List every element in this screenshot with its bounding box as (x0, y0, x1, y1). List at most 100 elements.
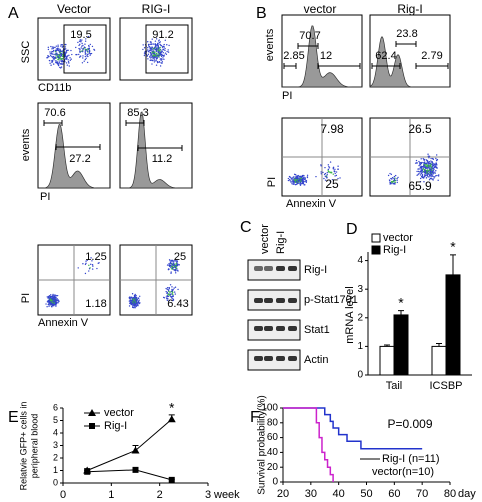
y-axis-label: peripheral blood (29, 414, 39, 479)
cell-dot (166, 286, 169, 289)
axis-label: events (20, 128, 32, 161)
cell-dot (324, 172, 327, 175)
cell-dot (85, 57, 87, 59)
y-axis-label: Relatvie GFP+ cells in (18, 402, 28, 491)
plot-frame (119, 17, 193, 81)
cell-dot (155, 54, 158, 57)
cell-dot (160, 51, 162, 54)
cell-dot (295, 176, 297, 178)
cell-dot (65, 43, 67, 46)
cell-dot (52, 49, 55, 52)
cell-dot (89, 52, 92, 55)
cell-dot (173, 266, 175, 268)
cell-dot (81, 62, 84, 64)
y-tick-label: 20 (267, 462, 279, 473)
cell-dot (174, 268, 177, 271)
cell-dot (327, 168, 330, 171)
y-tick-label: 5 (53, 415, 58, 425)
cell-dot (61, 46, 64, 48)
cell-dot (158, 54, 160, 57)
cell-dot (93, 49, 96, 51)
dot-cloud (128, 259, 180, 309)
cell-dot (430, 164, 432, 166)
cell-dot (293, 176, 295, 178)
cell-dot (168, 259, 171, 261)
cell-dot (68, 62, 70, 64)
p-value: P=0.009 (387, 417, 432, 431)
cell-dot (420, 162, 423, 164)
y-axis-label: mRNA level (344, 286, 356, 343)
cell-dot (151, 50, 154, 52)
column-label: RIG-I (142, 2, 171, 16)
cell-dot (301, 180, 303, 182)
cell-dot (299, 177, 301, 180)
cell-dot (419, 177, 422, 180)
cell-dot (323, 173, 326, 176)
cell-dot (157, 42, 159, 45)
cell-dot (155, 57, 157, 59)
y-tick-label: 2 (53, 452, 58, 462)
cell-dot (300, 176, 302, 178)
cell-dot (332, 168, 335, 170)
cell-dot (49, 51, 51, 53)
cell-dot (58, 61, 60, 64)
cell-dot (157, 47, 159, 49)
cell-dot (175, 262, 177, 265)
cell-dot (130, 303, 133, 306)
band (264, 356, 273, 361)
cell-dot (421, 169, 424, 172)
legend-label: vector (383, 232, 413, 244)
cell-dot (432, 178, 434, 180)
cell-dot (422, 161, 424, 164)
cell-dot (47, 46, 50, 49)
cell-dot (435, 166, 437, 168)
quadrant-value: 26.5 (408, 122, 432, 136)
cell-dot (52, 63, 55, 65)
cell-dot (88, 52, 91, 54)
quadrant-value: 25 (174, 251, 186, 263)
cell-dot (147, 43, 150, 46)
cell-dot (55, 305, 57, 307)
cell-dot (426, 164, 428, 166)
cell-dot (50, 52, 53, 54)
cell-dot (131, 299, 134, 302)
cell-dot (51, 46, 54, 48)
cell-dot (57, 47, 59, 50)
cell-dot (61, 61, 63, 63)
cell-dot (84, 58, 87, 61)
cell-dot (153, 56, 155, 58)
cell-dot (295, 178, 297, 180)
cell-dot (296, 181, 298, 183)
cell-dot (172, 262, 175, 264)
cell-dot (393, 178, 396, 181)
cell-dot (299, 180, 302, 182)
cell-dot (300, 177, 303, 179)
cell-dot (135, 304, 138, 306)
cell-dot (429, 168, 431, 170)
cell-dot (150, 48, 152, 51)
cell-dot (138, 299, 140, 301)
cell-dot (154, 40, 157, 42)
cell-dot (320, 173, 322, 175)
cell-dot (50, 297, 53, 299)
cell-dot (434, 172, 436, 175)
cell-dot (47, 55, 49, 57)
cell-dot (55, 294, 57, 297)
cell-dot (435, 159, 438, 162)
cell-dot (151, 56, 153, 58)
x-tick-label: ICSBP (429, 380, 462, 392)
cell-dot (334, 172, 336, 175)
cell-dot (168, 268, 170, 270)
band (276, 298, 285, 303)
cell-dot (418, 164, 420, 167)
data-point (131, 446, 140, 454)
cell-dot (289, 179, 291, 182)
cell-dot (298, 179, 301, 181)
gate (145, 24, 189, 74)
cell-dot (161, 54, 163, 57)
cell-dot (130, 296, 133, 298)
cell-dot (177, 288, 179, 291)
cell-dot (295, 183, 297, 186)
cell-dot (419, 168, 421, 170)
cell-dot (166, 295, 169, 298)
